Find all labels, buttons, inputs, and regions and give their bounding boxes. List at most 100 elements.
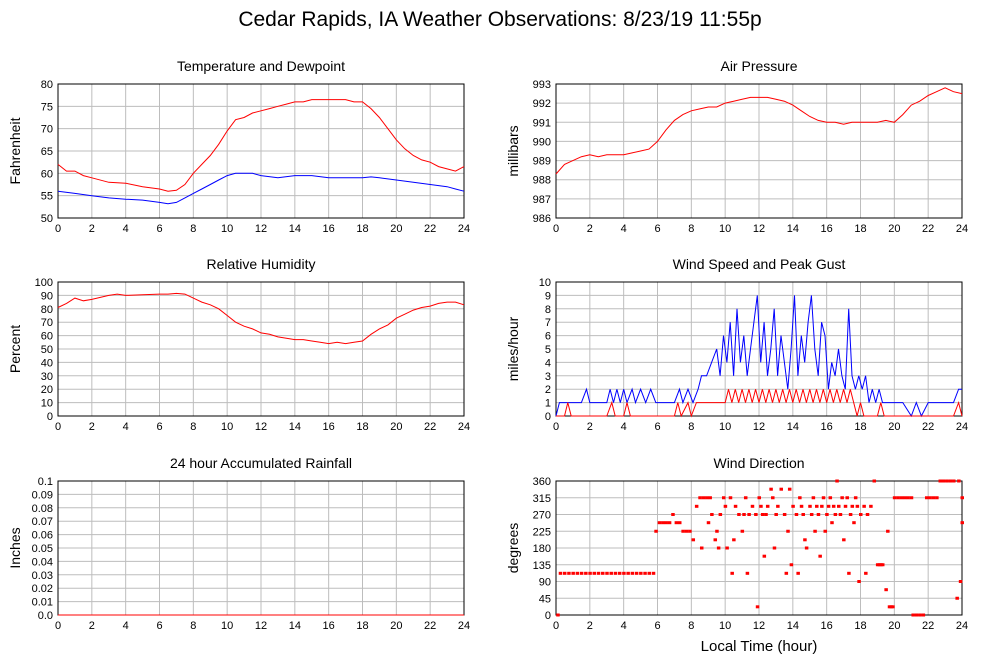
data-point (784, 571, 789, 575)
data-point (896, 496, 900, 500)
y-tick-label: 0 (545, 610, 551, 622)
data-point (838, 513, 843, 516)
series-line (556, 389, 963, 418)
data-point (880, 563, 885, 567)
data-point (825, 513, 829, 516)
data-point (864, 571, 868, 575)
data-point (865, 513, 870, 516)
data-point (813, 529, 817, 533)
data-point (681, 529, 685, 533)
x-tick-label: 2 (587, 421, 593, 433)
data-point (558, 571, 563, 575)
data-point (567, 571, 571, 575)
data-point (715, 529, 719, 533)
data-point (654, 529, 658, 533)
x-tick-label: 8 (688, 421, 694, 433)
x-tick-label: 6 (156, 620, 162, 632)
data-point (884, 588, 888, 592)
y-tick-label: 70 (41, 124, 53, 136)
x-tick-label: 24 (956, 421, 968, 433)
x-tick-label: 22 (424, 421, 436, 433)
data-point (853, 496, 858, 500)
x-tick-label: 20 (888, 620, 900, 632)
y-axis-label: degrees (505, 523, 521, 574)
x-tick-label: 10 (221, 620, 233, 632)
data-point (906, 496, 910, 500)
data-point (630, 571, 635, 575)
data-point (562, 571, 567, 575)
data-point (918, 613, 922, 617)
x-tick-label: 24 (458, 620, 470, 632)
data-point (808, 504, 812, 508)
x-tick-label: 24 (458, 421, 470, 433)
data-point (842, 538, 846, 542)
y-tick-label: 0.06 (32, 530, 53, 542)
x-tick-label: 24 (458, 223, 470, 235)
x-tick-label: 0 (553, 620, 559, 632)
data-point (921, 613, 926, 617)
chart-title: Wind Speed and Peak Gust (673, 256, 846, 272)
y-tick-label: 90 (41, 290, 53, 302)
data-point (852, 521, 856, 525)
x-tick-label: 6 (156, 421, 162, 433)
data-point (833, 513, 838, 516)
data-point (575, 571, 580, 575)
data-point (701, 496, 706, 500)
y-tick-label: 80 (41, 79, 53, 91)
data-point (847, 571, 851, 575)
x-tick-label: 0 (55, 421, 61, 433)
data-point (857, 580, 861, 583)
x-tick-label: 12 (255, 620, 267, 632)
x-tick-label: 14 (787, 223, 799, 235)
pressure-chart: 0 2 4 6 8 10 12 14 16 18 20 22 249869879889899909919… (505, 58, 968, 235)
y-axis-label: Fahrenheit (7, 117, 23, 184)
data-point (789, 563, 794, 567)
y-tick-label: 0.09 (32, 489, 53, 501)
y-tick-label: 45 (539, 593, 551, 605)
data-point (948, 479, 953, 483)
x-tick-label: 8 (190, 421, 196, 433)
data-point (740, 529, 745, 533)
data-point (886, 529, 890, 533)
data-point (647, 571, 652, 575)
data-point (891, 605, 895, 609)
direction-chart: 0 2 4 6 8 10 12 14 16 18 20 22 240459013518022527031… (505, 455, 968, 655)
data-point (769, 487, 773, 491)
data-point (596, 571, 601, 575)
data-point (798, 496, 802, 500)
x-tick-label: 0 (55, 223, 61, 235)
x-tick-label: 4 (123, 421, 129, 433)
data-point (613, 571, 618, 575)
y-tick-label: 0.07 (32, 516, 53, 528)
chart-title: Temperature and Dewpoint (177, 58, 345, 74)
data-point (774, 513, 778, 516)
y-tick-label: 3 (545, 371, 551, 383)
x-tick-label: 12 (255, 223, 267, 235)
x-tick-label: 10 (221, 223, 233, 235)
x-tick-label: 18 (356, 620, 368, 632)
data-point (855, 504, 860, 508)
x-tick-label: 18 (854, 620, 866, 632)
y-axis-label: miles/hour (505, 316, 521, 381)
x-tick-label: 8 (190, 620, 196, 632)
x-tick-label: 6 (156, 223, 162, 235)
x-tick-label: 24 (956, 223, 968, 235)
data-point (725, 546, 729, 550)
y-tick-label: 8 (545, 304, 551, 316)
data-point (732, 538, 736, 542)
chart-title: Wind Direction (713, 455, 804, 471)
data-point (794, 513, 799, 516)
y-axis-label: Percent (7, 325, 23, 373)
x-tick-label: 22 (922, 421, 934, 433)
data-point (677, 521, 682, 525)
plot-frame (57, 281, 465, 417)
y-tick-label: 5 (545, 344, 551, 356)
data-point (634, 571, 639, 575)
data-point (818, 554, 822, 558)
y-tick-label: 55 (41, 191, 53, 203)
data-point (764, 513, 768, 516)
y-tick-label: 0.08 (32, 503, 53, 515)
data-point (745, 571, 750, 575)
data-point (862, 504, 866, 508)
